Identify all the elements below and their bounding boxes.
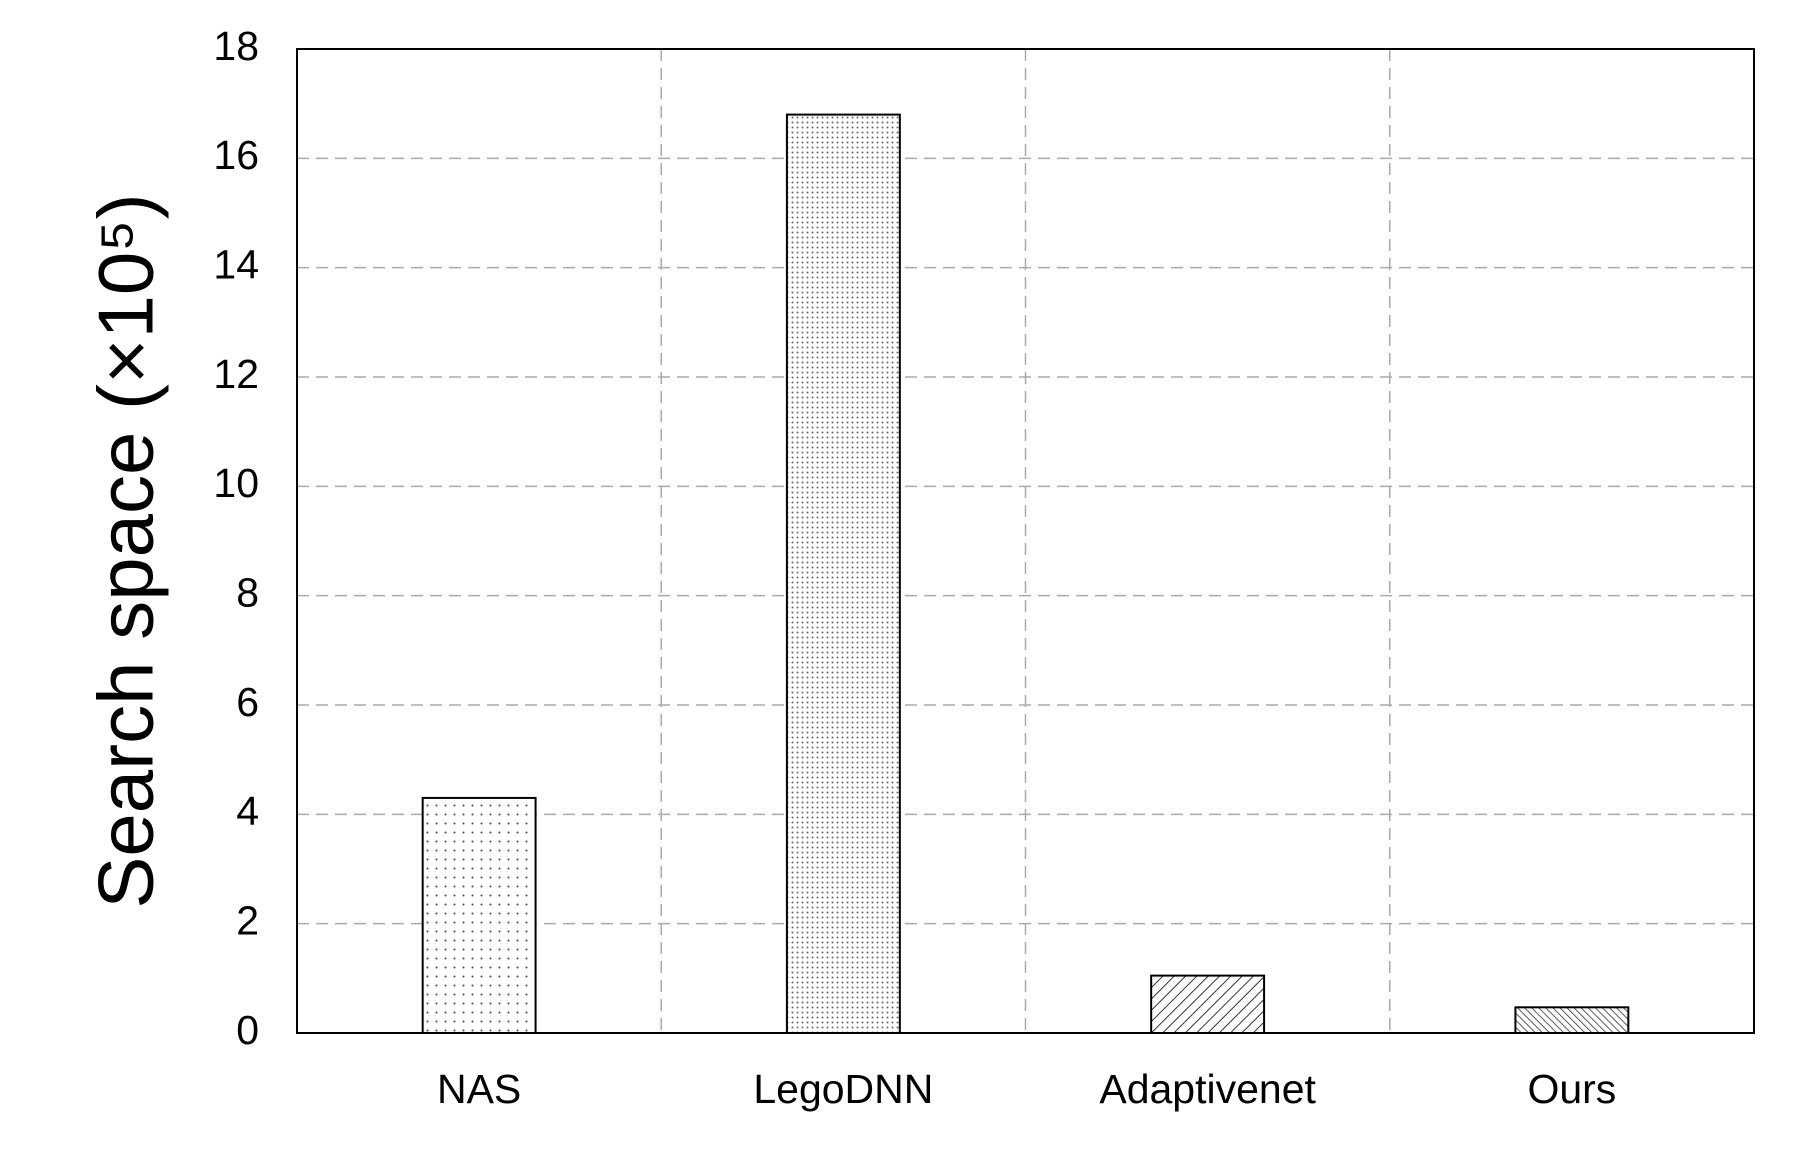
y-tick-label: 6	[236, 679, 259, 725]
y-tick-label: 8	[236, 569, 259, 615]
x-tick-label: NAS	[437, 1066, 521, 1112]
y-axis-label: Search space (×10⁵)	[82, 193, 170, 908]
y-tick-label: 2	[236, 897, 259, 943]
y-tick-label: 14	[213, 241, 259, 287]
y-tick-label: 18	[213, 23, 259, 69]
x-tick-label: Adaptivenet	[1099, 1066, 1316, 1112]
y-tick-label: 4	[236, 788, 259, 834]
x-tick-label: LegoDNN	[753, 1066, 933, 1112]
bar	[785, 113, 901, 1035]
bar	[421, 796, 537, 1035]
bar	[1150, 974, 1266, 1034]
y-tick-label: 16	[213, 132, 259, 178]
y-tick-label: 12	[213, 351, 259, 397]
bar	[1514, 1006, 1630, 1034]
plot-frame	[296, 48, 1755, 1034]
x-tick-label: Ours	[1527, 1066, 1616, 1112]
y-tick-label: 10	[213, 460, 259, 506]
y-tick-label: 0	[236, 1007, 259, 1053]
